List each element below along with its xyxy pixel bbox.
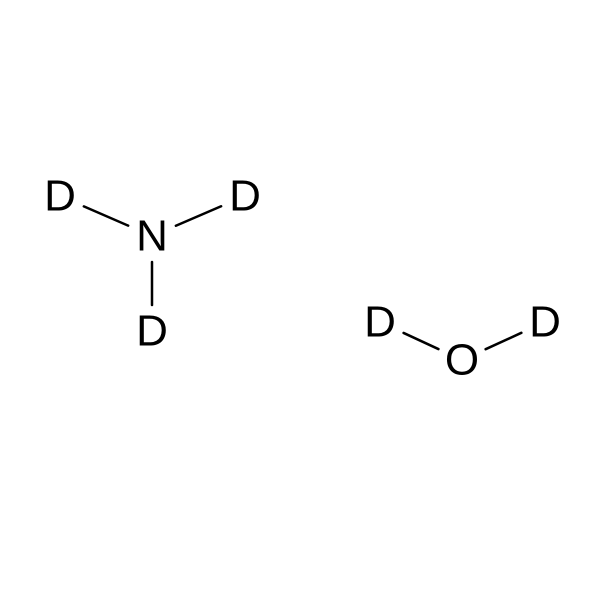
bond xyxy=(84,206,128,225)
atom-label-D1: D xyxy=(44,172,76,221)
molecule-diagram: DNDDDOD xyxy=(0,0,600,600)
atom-label-D2: D xyxy=(229,172,261,221)
atom-label-D4: D xyxy=(364,298,396,347)
atom-label-N: N xyxy=(136,212,168,261)
bond xyxy=(404,333,439,349)
bond xyxy=(486,333,522,349)
atom-label-O: O xyxy=(445,336,479,385)
atom-label-D5: D xyxy=(529,298,561,347)
atoms-layer: DNDDDOD xyxy=(44,172,561,385)
bond xyxy=(176,206,221,225)
atom-label-D3: D xyxy=(136,307,168,356)
